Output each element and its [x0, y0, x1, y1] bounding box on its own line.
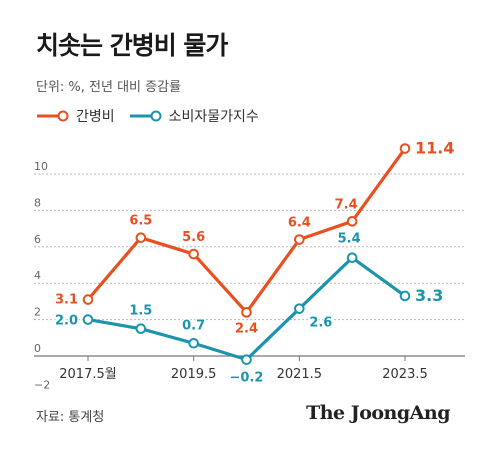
- y-tick-label-10: 10: [34, 160, 48, 173]
- data-point-s1-5: [346, 252, 358, 264]
- legend-item-caregiving: 간병비: [36, 106, 115, 126]
- data-point-s1-2: [188, 337, 199, 349]
- legend-label-caregiving: 간병비: [76, 109, 115, 125]
- data-label-s0-2: 5.6: [182, 230, 205, 245]
- x-tick-label-2: 2019.5: [171, 367, 217, 382]
- data-label-s0-3: 2.4: [235, 321, 258, 336]
- data-point-s0-4: [294, 234, 305, 245]
- data-label-s1-5: 5.4: [338, 232, 361, 247]
- data-label-s1-0: 2.0: [55, 314, 78, 329]
- data-point-s1-1: [135, 323, 147, 335]
- x-tick-label-0: 2017.5월: [59, 367, 116, 382]
- y-tick-label-0: 0: [34, 342, 41, 355]
- data-point-s0-1: [135, 232, 147, 243]
- data-label-s1-2: 0.7: [182, 318, 205, 333]
- data-point-s0-3: [241, 307, 252, 318]
- data-point-s1-0: [82, 314, 94, 325]
- data-label-s0-1: 6.5: [129, 214, 152, 229]
- y-tick-label-4: 4: [34, 269, 41, 282]
- legend-label-cpi: 소비자물가지수: [168, 109, 259, 125]
- data-point-s1-6: [399, 290, 411, 302]
- legend-swatch-cpi: [129, 110, 162, 122]
- data-point-s1-3: [241, 354, 252, 365]
- data-point-s1-4: [294, 303, 305, 314]
- data-label-s1-6: 3.3: [415, 286, 443, 305]
- y-tick-label-8: 8: [34, 196, 41, 209]
- source-note: 자료: 통계청: [36, 410, 105, 425]
- publisher-logo: The JoongAng: [306, 402, 450, 424]
- data-point-s0-5: [346, 216, 358, 227]
- y-tick-label-6: 6: [34, 233, 41, 246]
- unit-note: 단위: %, 전년 대비 증감률: [36, 80, 182, 95]
- series-line-0: [86, 146, 407, 314]
- data-label-s1-3: −0.2: [230, 371, 264, 386]
- data-label-s1-4: 2.6: [309, 316, 332, 331]
- data-point-s0-0: [82, 294, 94, 305]
- legend-item-cpi: 소비자물가지수: [129, 106, 259, 126]
- legend: 간병비 소비자물가지수: [36, 106, 259, 126]
- data-point-s0-2: [188, 248, 199, 260]
- data-label-s0-6: 11.4: [415, 139, 454, 158]
- legend-swatch-caregiving: [37, 110, 69, 122]
- x-tick-label-6: 2023.5: [382, 367, 428, 382]
- x-tick-label-4: 2021.5: [277, 367, 323, 382]
- data-label-s0-5: 7.4: [335, 197, 358, 212]
- data-label-s0-0: 3.1: [55, 293, 78, 308]
- data-label-s1-1: 1.5: [129, 304, 152, 319]
- y-tick-label--2: −2: [34, 378, 50, 391]
- data-label-s0-4: 6.4: [288, 216, 311, 231]
- chart-title: 치솟는 간병비 물가: [36, 31, 228, 60]
- data-point-s0-6: [399, 143, 411, 154]
- y-tick-label-2: 2: [34, 306, 41, 319]
